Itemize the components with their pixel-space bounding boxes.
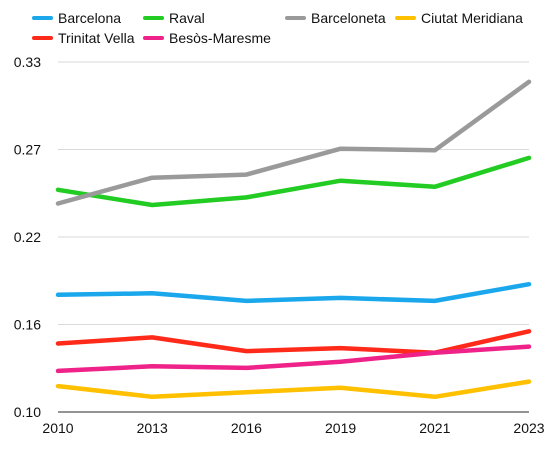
y-tick-label: 0.27 (14, 142, 41, 158)
series-line-raval (55, 155, 532, 208)
legend-label-bes-s-maresme: Besòs-Maresme (169, 30, 271, 46)
x-tick-label: 2019 (325, 420, 356, 436)
grid-lines (58, 61, 529, 413)
series-line-barcelona (55, 281, 532, 304)
legend: Barcelona Raval Barceloneta Ciutat Meridian… (32, 10, 523, 46)
series-lines (55, 79, 532, 400)
legend-label-barcelona: Barcelona (58, 10, 121, 26)
series-line-barceloneta (55, 79, 532, 206)
x-tick-label: 2016 (231, 420, 262, 436)
legend-label-ciutat-meridiana: Ciutat Meridiana (421, 10, 523, 26)
y-tick-label: 0.16 (14, 317, 41, 333)
series-line-ciutat-meridiana (55, 379, 532, 400)
x-tick-label: 2021 (419, 420, 450, 436)
series-line-trinitat-vella (55, 329, 532, 355)
x-tick-label: 2010 (42, 420, 73, 436)
legend-label-barceloneta: Barceloneta (311, 10, 386, 26)
legend-label-raval: Raval (169, 10, 205, 26)
legend-label-trinitat-vella: Trinitat Vella (58, 30, 135, 46)
x-tick-label: 2023 (513, 420, 544, 436)
series-line-bes-s-maresme (55, 344, 532, 374)
y-tick-label: 0.10 (14, 404, 41, 420)
y-tick-label: 0.33 (14, 54, 41, 70)
x-tick-label: 2013 (137, 420, 168, 436)
y-tick-label: 0.22 (14, 229, 41, 245)
